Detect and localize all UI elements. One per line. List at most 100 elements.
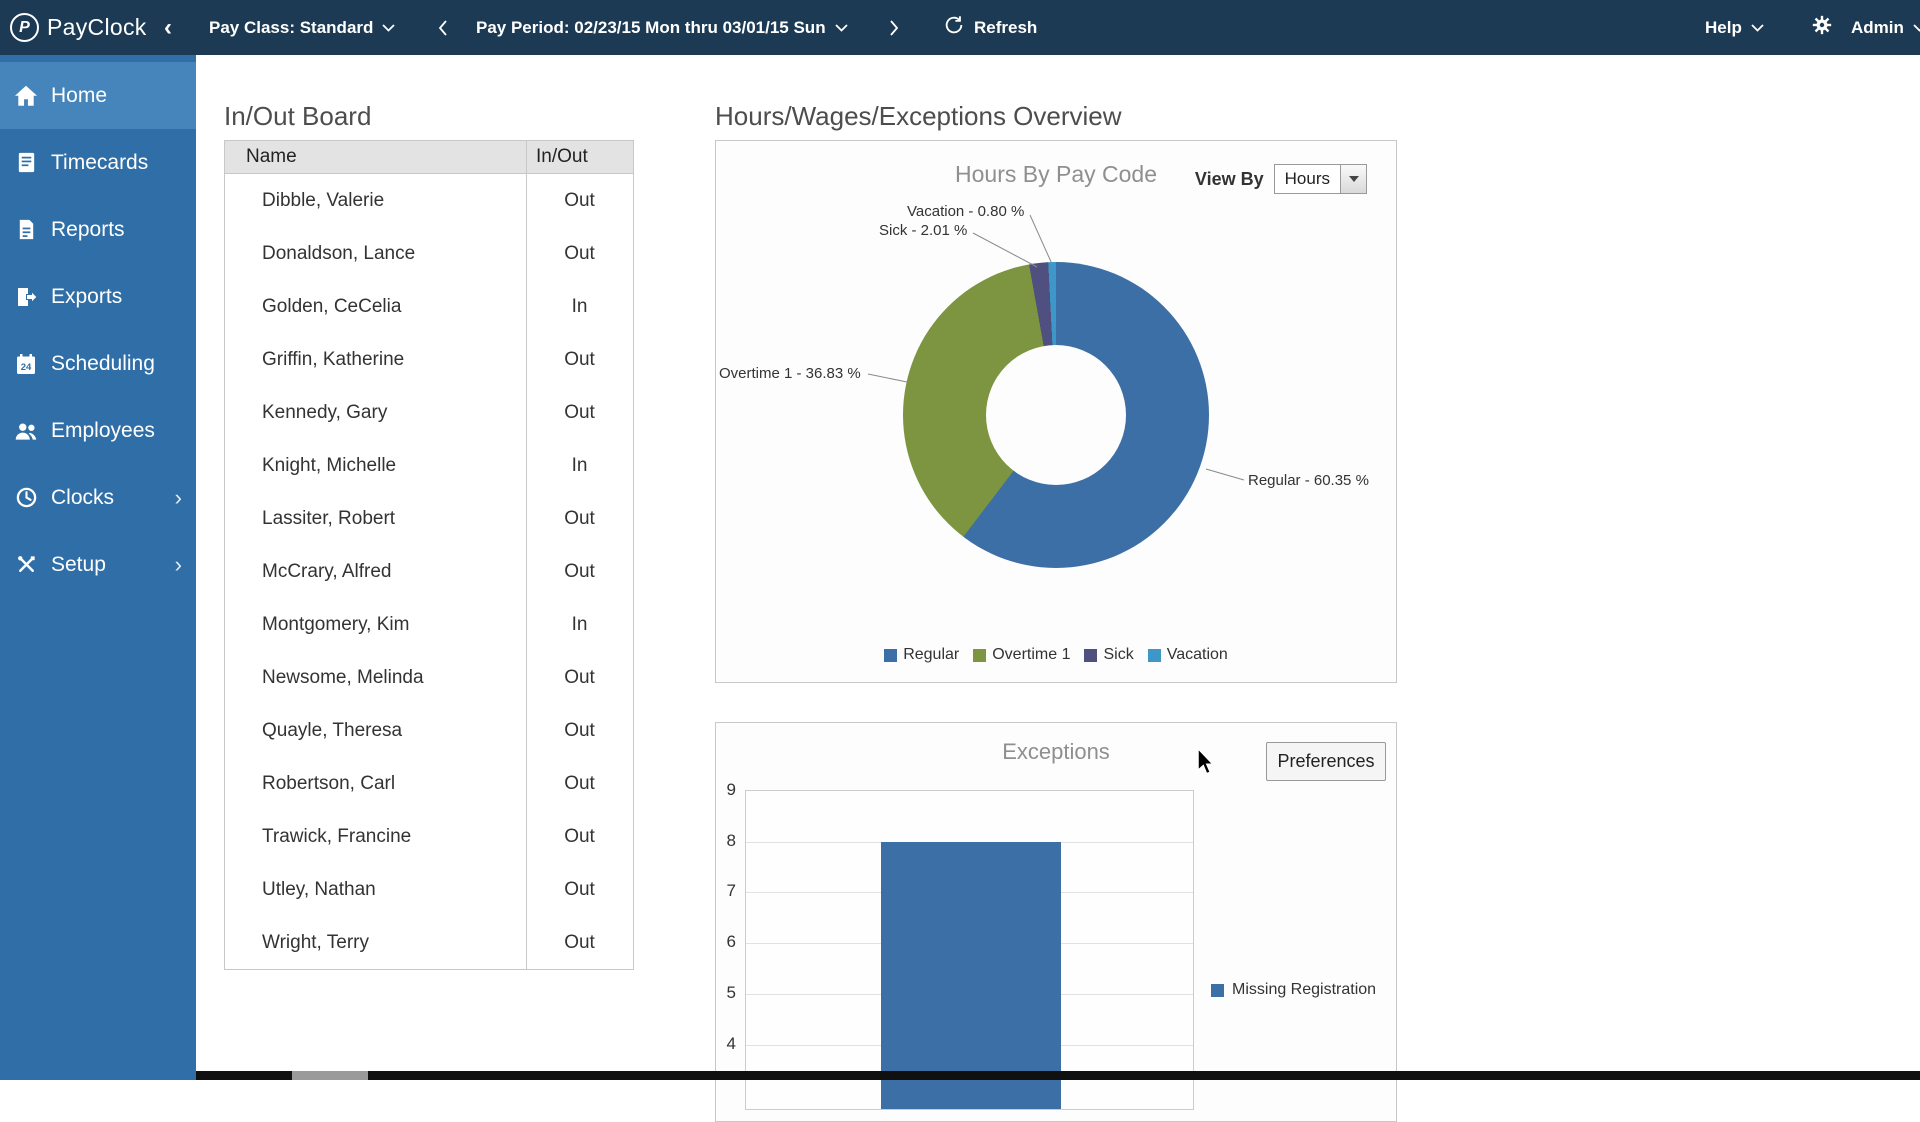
refresh-label: Refresh [974,17,1038,37]
chevron-down-icon [1751,23,1764,32]
table-row: Trawick, Francine Out [225,810,633,863]
home-icon [12,82,40,110]
table-row: Dibble, Valerie Out [225,174,633,227]
legend-label: Regular [903,646,960,663]
chevron-left-icon [438,19,448,36]
inout-status: In [571,613,588,635]
employee-name: Robertson, Carl [262,772,396,794]
inout-status: Out [564,931,595,953]
table-row: Golden, CeCelia In [225,280,633,333]
preferences-button[interactable]: Preferences [1266,742,1386,781]
inout-status: Out [564,719,595,741]
chevron-right-icon: › [174,484,182,510]
sidebar-item-employees[interactable]: Employees › [0,397,196,464]
donut-hole [986,345,1126,485]
chevron-down-icon [834,23,848,32]
table-row: Quayle, Theresa Out [225,704,633,757]
sidebar-item-home[interactable]: Home › [0,62,196,129]
table-row: Robertson, Carl Out [225,757,633,810]
y-tick-label: 4 [726,1033,736,1053]
previous-period-button[interactable] [438,0,448,55]
sidebar-item-scheduling[interactable]: 24 Scheduling › [0,330,196,397]
svg-text:24: 24 [21,362,32,373]
column-divider [526,141,527,969]
employee-name: Lassiter, Robert [262,507,396,529]
bar-missing-registration [881,841,1061,1109]
view-by-select[interactable]: Hours [1273,164,1367,194]
inout-status: Out [564,772,595,794]
employee-name: Trawick, Francine [262,825,412,847]
bar-yticks: 9 8 7 6 5 4 [716,780,741,1110]
brand-title: PayClock [47,14,147,40]
view-by-value: Hours [1284,169,1330,188]
sidebar-collapse-icon[interactable]: ‹ [164,13,172,41]
employee-name: Wright, Terry [262,931,369,953]
sidebar-item-setup[interactable]: Setup › [0,531,196,598]
sidebar-item-label: Reports [51,217,125,241]
employee-name: Newsome, Melinda [262,666,424,688]
bottom-bar [196,1071,1920,1080]
inout-status: Out [564,348,595,370]
sidebar-item-timecards[interactable]: Timecards › [0,129,196,196]
help-menu[interactable]: Help [1705,0,1764,55]
employee-name: Donaldson, Lance [262,242,416,264]
admin-menu[interactable]: Admin [1851,0,1920,55]
legend-item: Regular [884,646,959,664]
sidebar-item-clocks[interactable]: Clocks › [0,464,196,531]
gear-icon [1811,14,1833,41]
y-tick-label: 5 [726,982,736,1002]
table-row: Newsome, Melinda Out [225,651,633,704]
brand-area: P PayClock [0,0,196,55]
inout-status: Out [564,878,595,900]
refresh-button[interactable]: Refresh [943,0,1037,55]
sidebar-item-label: Clocks [51,485,115,509]
sidebar-item-label: Exports [51,284,123,308]
column-header-inout: In/Out [536,146,588,167]
employee-name: Griffin, Katherine [262,348,405,370]
view-by-control: View By Hours [1195,163,1367,195]
legend-label: Sick [1103,646,1134,663]
sidebar-item-exports[interactable]: Exports › [0,263,196,330]
y-tick-label: 8 [726,830,736,850]
bottom-bar-accent [292,1071,368,1080]
employee-name: Kennedy, Gary [262,401,388,423]
sidebar-item-label: Home [51,83,108,107]
y-tick-label: 7 [726,881,736,901]
sidebar-item-label: Scheduling [51,351,155,375]
calendar-icon: 24 [12,350,40,378]
table-row: McCrary, Alfred Out [225,545,633,598]
pay-class-label: Pay Class: Standard [209,17,374,37]
sidebar-item-label: Employees [51,418,155,442]
donut-label-sick: Sick - 2.01 % [879,222,968,239]
chevron-down-icon[interactable] [1340,165,1366,193]
legend-label: Overtime 1 [992,646,1071,663]
donut-label-regular: Regular - 60.35 % [1248,472,1369,489]
legend-swatch [1147,648,1161,662]
pay-period-label: Pay Period: 02/23/15 Mon thru 03/01/15 S… [476,17,826,37]
next-period-button[interactable] [889,0,899,55]
sidebar-item-label: Timecards [51,150,149,174]
exceptions-panel: Exceptions Preferences 9 8 7 6 5 4 Missing Re… [715,722,1397,1122]
table-row: Kennedy, Gary Out [225,386,633,439]
column-header-name: Name [246,146,297,167]
hours-by-pay-code-panel: Hours By Pay Code View By Hours Vacation… [715,140,1397,683]
legend-label: Vacation [1166,646,1228,663]
employee-name: Utley, Nathan [262,878,376,900]
table-row: Knight, Michelle In [225,439,633,492]
legend-swatch [884,648,898,662]
employees-icon [12,417,40,445]
inout-status: Out [564,242,595,264]
legend-swatch [973,648,987,662]
inout-board-title: In/Out Board [224,101,372,132]
pay-period-dropdown[interactable]: Pay Period: 02/23/15 Mon thru 03/01/15 S… [476,0,848,55]
inout-status: Out [564,560,595,582]
settings-button[interactable] [1811,0,1833,55]
pay-class-dropdown[interactable]: Pay Class: Standard [209,0,396,55]
bar-chart-title: Exceptions [1002,739,1110,764]
inout-board-table: Name In/Out Dibble, Valerie Out Donaldso… [224,140,634,970]
table-row: Wright, Terry Out [225,916,633,969]
donut-chart-title: Hours By Pay Code [955,161,1157,187]
inout-status: Out [564,507,595,529]
inout-status: Out [564,401,595,423]
sidebar-item-reports[interactable]: Reports › [0,196,196,263]
